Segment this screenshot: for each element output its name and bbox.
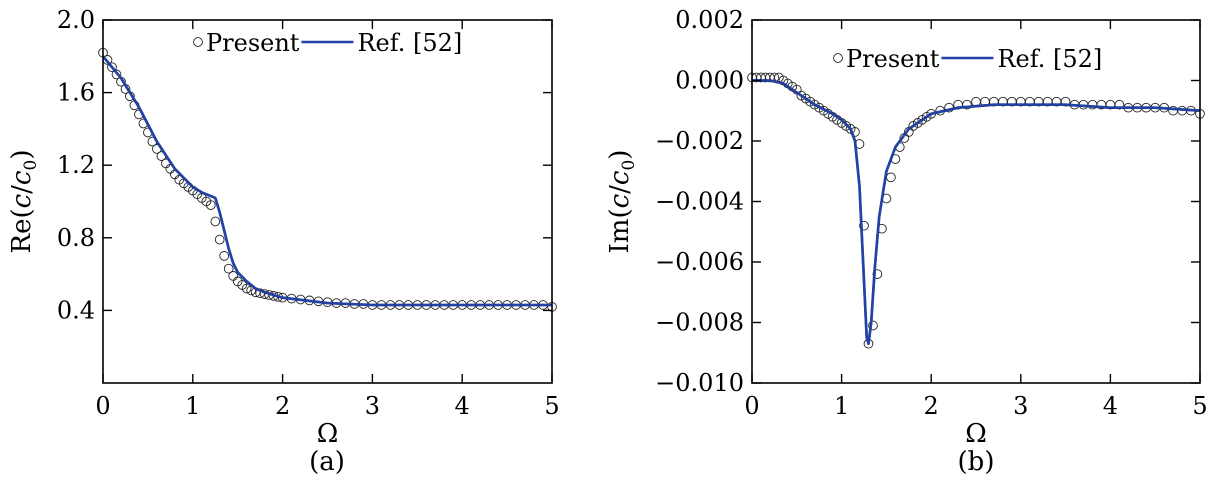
data-point-0-3 <box>111 69 122 80</box>
x-axis-label: Ω <box>965 419 987 449</box>
x-tick-label: 2 <box>924 392 939 420</box>
y-tick-label: −0.004 <box>655 188 744 216</box>
x-tick-label: 0 <box>95 392 110 420</box>
series-line-overlay-1 <box>101 55 552 307</box>
legend-label-present: Present <box>846 45 940 73</box>
plot-frame <box>751 19 1201 384</box>
y-axis-label: Im(c/c0) <box>605 150 639 254</box>
series-line-1 <box>101 55 552 307</box>
x-axis-label: Ω <box>317 419 339 449</box>
x-tick-label: 3 <box>1013 392 1028 420</box>
chart-panel-b: 0 1 2 3 4 5 −0.010 −0.008 −0.006 −0.004 −0.002 0.00… <box>605 6 1208 477</box>
y-tick-label: 2.0 <box>57 6 95 34</box>
legend-label-present: Present <box>206 29 300 57</box>
x-tick-label: 5 <box>544 392 559 420</box>
data-point-0-25 <box>210 216 221 227</box>
data-point-0-29 <box>228 271 239 281</box>
x-tick-label: 2 <box>275 392 290 420</box>
y-tick-label: −0.010 <box>655 369 744 397</box>
data-point-0-32 <box>241 283 252 294</box>
x-tick-label: 5 <box>1192 392 1207 420</box>
data-point-0-28 <box>223 263 234 274</box>
y-tick-label: 0.8 <box>57 224 95 252</box>
data-point-0-27 <box>868 320 878 331</box>
series-line-overlay-1 <box>752 79 1201 346</box>
data-point-0-44 <box>962 99 972 110</box>
series-line-1 <box>752 79 1201 346</box>
legend-label-ref: Ref. [52] <box>997 45 1102 73</box>
legend: Present Ref. [52] <box>833 45 1102 73</box>
data-point-0-25 <box>859 220 869 231</box>
data-point-0-61 <box>1114 99 1125 110</box>
legend-marker-present <box>833 53 843 63</box>
data-point-0-26 <box>214 234 225 245</box>
data-point-0-27 <box>219 251 230 261</box>
y-tick-label: −0.002 <box>655 127 744 155</box>
data-point-0-28 <box>872 269 883 279</box>
data-point-0-24 <box>205 200 216 210</box>
y-tick-label: −0.006 <box>655 248 744 276</box>
x-tick-label: 4 <box>1103 392 1118 420</box>
x-tick-label: 0 <box>744 392 759 420</box>
x-tick-label: 4 <box>455 392 470 420</box>
panel-label: (a) <box>309 447 345 477</box>
data-point-0-31 <box>886 172 896 183</box>
x-tick-label: 1 <box>834 392 849 420</box>
plot-frame <box>102 19 553 384</box>
legend-label-ref: Ref. [52] <box>357 29 462 57</box>
y-axis-label: Re(c/c0) <box>7 150 41 254</box>
panel-label: (b) <box>958 447 995 477</box>
x-tick-label: 1 <box>185 392 200 420</box>
legend: Present Ref. [52] <box>193 29 462 57</box>
y-tick-label: 0.002 <box>675 6 744 34</box>
y-tick-label: 1.6 <box>57 79 95 107</box>
data-point-0-2 <box>107 62 117 73</box>
data-point-0-55 <box>1060 96 1071 107</box>
chart-panel-a: 0 1 2 3 4 5 0.4 0.8 1.2 1.6 2.0 Ω Re(c/c0) Present Ref… <box>7 6 560 477</box>
x-tick-label: 3 <box>365 392 380 420</box>
y-tick-label: 0.000 <box>675 67 744 95</box>
y-tick-label: −0.008 <box>655 309 744 337</box>
legend-marker-present <box>193 37 203 47</box>
y-tick-label: 0.4 <box>57 296 95 324</box>
y-tick-label: 1.2 <box>57 151 95 179</box>
